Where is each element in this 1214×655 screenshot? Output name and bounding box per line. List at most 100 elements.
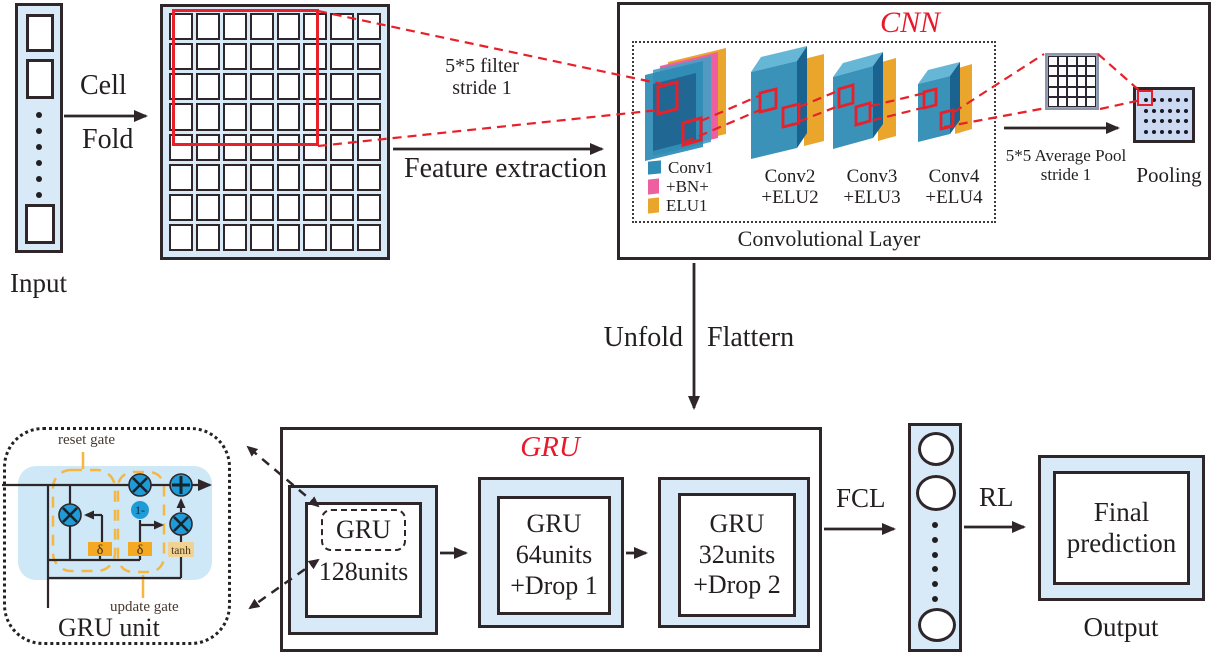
fc-column [908, 423, 962, 652]
grid-cell [195, 223, 220, 251]
grid-cell [357, 133, 381, 161]
dot [1176, 119, 1180, 124]
dot [1152, 129, 1156, 134]
dot [932, 566, 938, 573]
gru-box [280, 427, 822, 652]
grid-cell [276, 13, 301, 41]
conv2-label: Conv2 +ELU2 [761, 166, 819, 209]
grid-cell [276, 163, 301, 191]
grid-cell [1086, 86, 1096, 97]
grid-cell [1067, 66, 1077, 77]
legend-row: +BN+ [648, 177, 748, 196]
dot [1176, 129, 1180, 134]
grid-cell [1067, 86, 1077, 97]
gru-block-64: GRU 64units +Drop 1 [478, 477, 624, 628]
grid-cell [249, 103, 274, 131]
grid-cell [1067, 76, 1077, 87]
avg-pool-note: 5*5 Average Pool stride 1 [1005, 146, 1127, 185]
grid-cell [303, 223, 328, 251]
grid-cell [1057, 96, 1068, 107]
grid-cell [1076, 56, 1087, 67]
cell-label: Cell [80, 70, 127, 101]
grid-cell [330, 43, 355, 71]
grid-cell [357, 223, 381, 251]
input-cell [26, 59, 54, 99]
grid-cell [1048, 96, 1058, 107]
grid-cell [330, 223, 355, 251]
grid-cell [222, 133, 247, 161]
dot [1152, 108, 1156, 113]
grid-cell [249, 133, 274, 161]
gru-unit-label: GRU unit [58, 613, 160, 642]
dot [36, 144, 42, 150]
dot [1184, 129, 1188, 134]
output-label: Output [1083, 612, 1159, 642]
grid-cell [1057, 86, 1068, 97]
grid-cell [276, 103, 301, 131]
grid-cell [195, 163, 220, 191]
grid-cell [357, 163, 381, 191]
grid-cell [1057, 56, 1068, 67]
grid-cell [1086, 76, 1096, 87]
grid-cell [195, 103, 220, 131]
elu-swatch-icon [648, 197, 659, 214]
dot [1168, 98, 1172, 103]
rl-label: RL [979, 482, 1014, 512]
grid-cell [1048, 86, 1058, 97]
grid-cell [357, 193, 381, 221]
dot [1144, 98, 1148, 103]
grid-cell [276, 223, 301, 251]
neuron-circle [918, 432, 954, 466]
grid-cell [249, 73, 274, 101]
grid-cell [1067, 96, 1077, 107]
final-prediction-inner: Final prediction [1053, 471, 1190, 585]
dot [36, 128, 42, 134]
gru-block-128: GRU 128units [288, 485, 438, 635]
dot [1184, 119, 1188, 124]
legend-row: Conv1 [648, 158, 748, 177]
grid-cell [222, 223, 247, 251]
grid-cell [330, 193, 355, 221]
dot [1168, 119, 1172, 124]
pooling-dots [1142, 95, 1190, 137]
legend-row: ELU1 [648, 196, 748, 215]
grid-cell [276, 133, 301, 161]
dot [36, 112, 42, 118]
grid-cell [357, 103, 381, 131]
dot [1144, 108, 1148, 113]
dot [1152, 98, 1156, 103]
gru-unit-detail [3, 427, 231, 645]
update-gate-label: update gate [110, 599, 179, 615]
prepool-feature-map [1045, 53, 1099, 110]
grid-cell [1048, 76, 1058, 87]
neuron-circle [916, 475, 956, 511]
gru-block-128-inner: GRU 128units [305, 502, 422, 618]
grid-cell [276, 43, 301, 71]
dot [1168, 129, 1172, 134]
grid-cell [249, 223, 274, 251]
conv-swatch-icon [648, 160, 661, 175]
dot [1152, 119, 1156, 124]
grid-cell [222, 73, 247, 101]
grid-cell [222, 13, 247, 41]
unfold-label: Unfold [603, 322, 683, 353]
grid-cell [1086, 66, 1096, 77]
grid-cell [195, 73, 220, 101]
grid-cell [249, 163, 274, 191]
grid-cell [195, 133, 220, 161]
legend-label: ELU1 [666, 195, 708, 215]
grid-cell [222, 163, 247, 191]
dot [1160, 108, 1164, 113]
pooling-box [1133, 87, 1195, 143]
input-vector [15, 3, 63, 253]
dot [1184, 98, 1188, 103]
dot [932, 581, 938, 588]
gru-block-64-inner: GRU 64units +Drop 1 [497, 496, 611, 615]
dot [1176, 98, 1180, 103]
grid-cell [222, 193, 247, 221]
grid-cell [1057, 66, 1068, 77]
dot [36, 176, 42, 182]
grid-cell [195, 193, 220, 221]
dot [1184, 108, 1188, 113]
